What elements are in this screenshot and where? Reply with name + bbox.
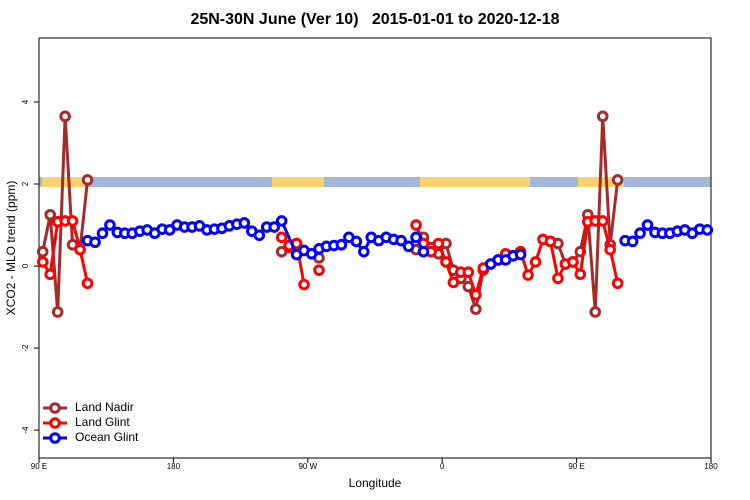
data-point <box>275 231 288 244</box>
data-point <box>104 219 116 231</box>
x-tick-label: 180 <box>167 462 181 471</box>
data-point <box>596 215 609 227</box>
data-point <box>470 288 482 301</box>
data-point <box>402 240 415 253</box>
data-point <box>440 256 452 268</box>
data-point <box>529 256 542 268</box>
data-point <box>335 238 348 251</box>
land-band <box>272 177 324 187</box>
data-point <box>410 219 422 231</box>
data-point <box>574 268 587 281</box>
land-band <box>420 177 530 187</box>
data-point <box>81 277 94 290</box>
data-point <box>275 215 288 227</box>
legend-marker <box>49 432 61 444</box>
y-tick-label: -4 <box>21 426 30 434</box>
data-point <box>514 248 527 261</box>
data-point <box>589 306 602 318</box>
data-point <box>66 238 79 251</box>
legend-label: Ocean Glint <box>75 430 139 444</box>
data-point <box>641 219 654 231</box>
data-point <box>470 303 482 315</box>
y-tick-label: 2 <box>21 181 30 186</box>
data-point <box>74 243 86 256</box>
data-point <box>96 227 109 240</box>
data-point <box>462 266 475 278</box>
data-point <box>358 245 370 258</box>
y-tick-label: -2 <box>21 344 30 352</box>
ocean-band <box>39 177 711 187</box>
data-point <box>522 269 534 281</box>
x-tick-label: 180 <box>704 462 718 471</box>
x-tick-label: 0 <box>440 462 445 471</box>
data-point <box>253 229 266 242</box>
data-point <box>313 264 325 276</box>
data-point <box>59 110 71 123</box>
data-point <box>51 306 64 318</box>
data-point <box>634 227 646 240</box>
y-axis-label: XCO2 - MLO trend (ppm) <box>4 181 18 316</box>
data-point <box>626 235 639 248</box>
data-point <box>36 256 49 268</box>
series-line <box>550 116 620 313</box>
x-tick-label: 90 E <box>31 462 47 471</box>
data-point <box>701 224 714 236</box>
land-band <box>42 177 88 187</box>
data-point <box>611 277 624 290</box>
data-point <box>447 276 460 289</box>
data-point <box>417 245 430 258</box>
legend-marker <box>49 417 61 429</box>
x-tick-label: 90 W <box>298 462 317 471</box>
data-point <box>395 234 407 247</box>
x-tick-label: 90 E <box>568 462 584 471</box>
data-point <box>567 256 579 268</box>
data-point <box>596 110 609 123</box>
x-axis-label: Longitude <box>349 476 402 490</box>
data-point <box>604 243 617 256</box>
data-point <box>44 268 57 281</box>
land-ocean-strip <box>39 177 711 187</box>
data-point <box>36 245 49 258</box>
data-point <box>410 231 422 244</box>
legend-marker <box>49 402 61 414</box>
data-point <box>238 217 251 229</box>
data-point <box>81 174 94 186</box>
legend-label: Land Nadir <box>75 400 134 414</box>
data-point <box>552 272 564 285</box>
data-point <box>163 224 176 236</box>
data-point <box>544 235 557 248</box>
chart-title: 25N-30N June (Ver 10) 2015-01-01 to 2020… <box>190 11 559 28</box>
data-point <box>305 247 318 260</box>
data-point <box>350 235 363 248</box>
data-point <box>298 278 310 291</box>
y-tick-label: 0 <box>21 263 30 268</box>
legend-label: Land Glint <box>75 415 130 429</box>
data-point <box>66 215 79 227</box>
data-point <box>44 208 57 221</box>
data-point <box>611 174 624 186</box>
data-point <box>432 237 445 250</box>
data-point <box>89 236 101 249</box>
y-tick-label: 4 <box>21 99 30 104</box>
data-point <box>268 221 281 233</box>
